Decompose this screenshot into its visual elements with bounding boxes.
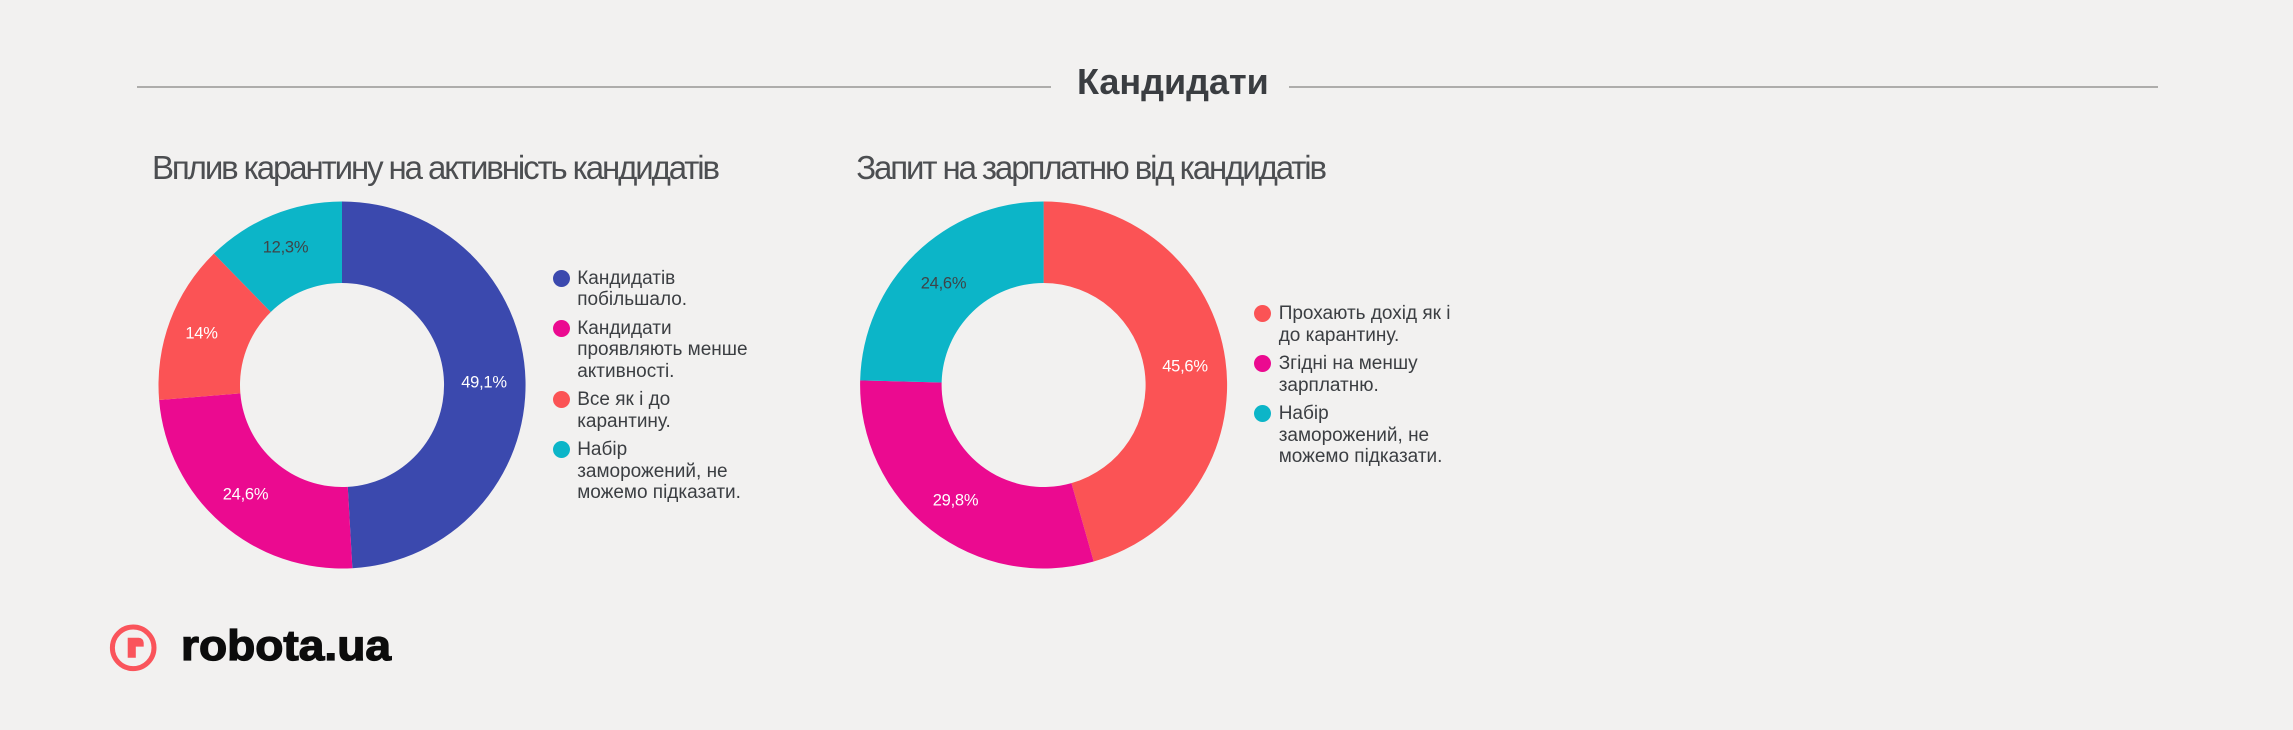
svg-text:robota.ua: robota.ua <box>181 622 392 670</box>
